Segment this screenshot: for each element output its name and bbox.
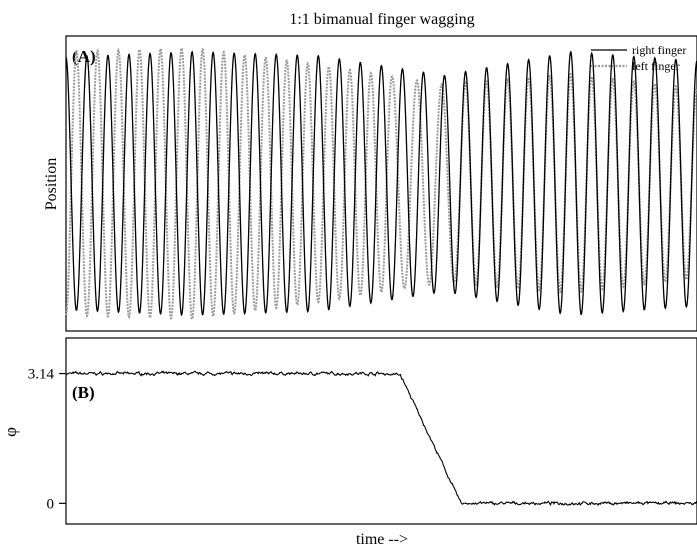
figure-title: 1:1 bimanual finger wagging (289, 11, 474, 28)
panel-b-series (65, 370, 697, 507)
legend: right finger left finger (591, 43, 686, 73)
panel-a: (A) Position right finger left finger (43, 35, 697, 332)
y-tick-label: 0 (47, 496, 55, 512)
y-tick-label: 3.14 (28, 367, 55, 383)
panel-a-series (65, 45, 697, 322)
panel-a-label: (A) (72, 47, 96, 66)
series-line-left-finger (65, 45, 697, 322)
x-axis-label: time --> (356, 531, 408, 547)
series-line-right-finger (65, 50, 697, 317)
panel-b-frame (65, 337, 697, 525)
relative-phase-line (65, 370, 697, 507)
legend-label-right-finger: right finger (632, 43, 686, 57)
panel-b: (B) φ 03.14 (1, 337, 697, 525)
panel-a-frame (65, 35, 697, 332)
panel-a-y-axis-label: Position (43, 158, 60, 210)
legend-label-left-finger: left finger (632, 59, 680, 73)
panel-b-ticks: 03.14 (28, 367, 66, 512)
panel-b-y-axis-label: φ (1, 427, 20, 437)
panel-b-label: (B) (72, 383, 95, 402)
